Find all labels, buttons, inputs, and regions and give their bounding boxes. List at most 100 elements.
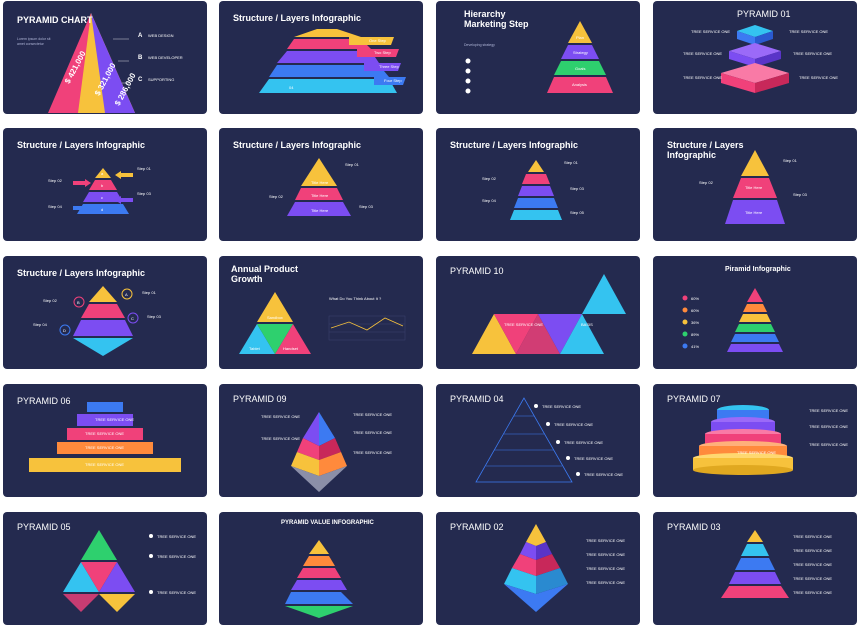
diamond-pyramid-graphic [504,524,568,612]
slide-title: Structure / Layers Infographic [450,140,579,150]
level-label: Strategy [573,50,588,55]
slide-title: PYRAMID CHART [17,15,93,25]
slide-title: Structure / Layers Infographic [233,13,362,23]
item-label: TREE SERVICE ONE [586,538,626,543]
step-letter: A [125,292,128,297]
slide-structure-layers-5[interactable]: Structure / Layers Infographic Step 01 S… [653,128,857,241]
value-pyramid-graphic [285,540,353,618]
percent-label: 36% [691,320,700,325]
slide-structure-layers-4[interactable]: Structure / Layers Infographic Step 01 S… [436,128,640,241]
level-label: Goals [575,66,586,71]
item-label: TREE SERVICE ONE [85,431,125,436]
item-label: TREE SERVICE ONE [564,440,604,445]
slide-structure-layers-2[interactable]: Structure / Layers Infographic Step 01 S… [3,128,207,241]
slide-title: PYRAMID 03 [667,522,721,532]
slide-pyramid-01[interactable]: PYRAMID 01 TREE SERVICE ONE TREE SERVICE… [653,1,857,114]
slide-title: PYRAMID 02 [450,522,504,532]
pyramid-chart-graphic [48,13,135,113]
step-label: Step 04 [33,322,47,327]
triangle-label: Tablet [249,346,260,351]
slide-structure-layers-1[interactable]: Structure / Layers Infographic One Step … [219,1,423,114]
slide-pyramid-chart[interactable]: PYRAMID CHART Lorem ipsum dolor sit amet… [3,1,207,114]
triangle-group-graphic [472,274,626,354]
slide-title: Piramid Infographic [725,266,791,273]
outline-pyramid-graphic [475,397,580,483]
item-label: TREE SERVICE ONE [574,456,614,461]
step-label: Two Step [374,50,391,55]
layer-letter: d [101,207,104,212]
slide-pyramid-02[interactable]: PYRAMID 02 TREE SERVICE ONE TREE SERVICE… [436,512,640,625]
item-label: WEB DESIGN [148,33,174,38]
letter-b: B [138,55,143,61]
step-letter: C [131,316,134,321]
growth-triangle-graphic [239,292,406,354]
slide-pyramid-04[interactable]: PYRAMID 04 TREE SERVICE ONE TREE SERVICE… [436,384,640,497]
slide-annual-growth[interactable]: Annual Product Growth What Do You Think … [219,256,423,369]
subtitle: Developing strategy [464,43,495,47]
step-label: Step 03 [147,314,161,319]
item-label: TREE SERVICE ONE [584,472,624,477]
item-label: TREE SERVICE ONE [793,51,833,56]
stepped-pyramid-graphic [682,288,783,352]
step-label: Step 04 [48,204,62,209]
slide-title: PYRAMID 06 [17,396,71,406]
item-label: TREE SERVICE ONE [353,450,393,455]
slide-pyramid-09[interactable]: PYRAMID 09 TREE SERVICE ONE TREE SERVICE… [219,384,423,497]
slide-title: PYRAMID VALUE INFOGRAPHIC [281,520,374,526]
item-label: TREE SERVICE ONE [789,29,829,34]
item-label: TREE SERVICE ONE [809,442,849,447]
layer-title: Title Here [745,210,763,215]
stacked-cube-graphic [721,25,789,93]
item-label: TREE SERVICE ONE [261,436,301,441]
item-label: TREE SERVICE ONE [683,75,723,80]
letter-a: A [138,33,143,39]
slide-pyramid-07[interactable]: PYRAMID 07 TREE SERVICE ONE TREE SERVICE… [653,384,857,497]
slide-hierarchy-marketing[interactable]: Hierarchy Marketing Step Developing stra… [436,1,640,114]
step-label: Step 03 [793,192,807,197]
item-label: TREE SERVICE ONE [542,404,582,409]
layers-graphic [510,160,562,220]
item-label: TREE SERVICE ONE [809,408,849,413]
slide-pyramid-06[interactable]: PYRAMID 06 TREE SERVICE ONE TREE SERVICE… [3,384,207,497]
slide-piramid-infographic[interactable]: Piramid Infographic 60% 60% 36% 89% 41% [653,256,857,369]
step-label: Step 01 [783,158,797,163]
hierarchy-graphic [465,21,613,94]
item-label: SUPPORTING [148,77,175,82]
slide-pyramid-05[interactable]: PYRAMID 05 TREE SERVICE ONE TREE SERVICE… [3,512,207,625]
item-label: TREE SERVICE ONE [353,430,393,435]
layer-letter: c [101,195,103,200]
slide-structure-layers-3[interactable]: Structure / Layers Infographic Step 01 S… [219,128,423,241]
layers-graphic [725,150,785,224]
tetra-graphic [291,412,347,492]
slide-title: Structure / Layers Infographic [233,140,362,150]
slide-structure-layers-6[interactable]: Structure / Layers Infographic Step 01 S… [3,256,207,369]
item-label: TREE SERVICE ONE [793,590,833,595]
slide-title: PYRAMID 09 [233,394,287,404]
item-label: TREE SERVICE ONE [586,552,626,557]
slide-title: Annual Product Growth [231,264,298,284]
step-label: Four Step [384,78,402,83]
slide-pyramid-value[interactable]: PYRAMID VALUE INFOGRAPHIC [219,512,423,625]
layer-letter: a [101,171,104,176]
layer-title: Title Here [311,208,329,213]
item-label: TREE SERVICE ONE [85,462,125,467]
item-label: TREE SERVICE ONE [793,576,833,581]
item-label: TREE SERVICE ONE [799,75,839,80]
stepped-pyramid-graphic [721,530,789,598]
item-label: TREE SERVICE ONE [85,445,125,450]
step-label: Step 01 [137,166,151,171]
step-letter: D [63,328,66,333]
slide-pyramid-03[interactable]: PYRAMID 03 TREE SERVICE ONE TREE SERVICE… [653,512,857,625]
layer-title: Title Here [311,193,329,198]
layer-letter: b [101,183,104,188]
step-label: Step 01 [564,160,578,165]
level-label: Analysis [572,82,587,87]
step-label: Step 02 [699,180,713,185]
item-label: TREE SERVICE ONE [793,534,833,539]
percent-label: 60% [691,296,700,301]
step-label: Step 04 [482,198,496,203]
step-number: 04 [289,85,294,90]
slide-pyramid-10[interactable]: PYRAMID 10 TREE SERVICE ONE BASIS [436,256,640,369]
stacked-disc-graphic [693,405,793,475]
